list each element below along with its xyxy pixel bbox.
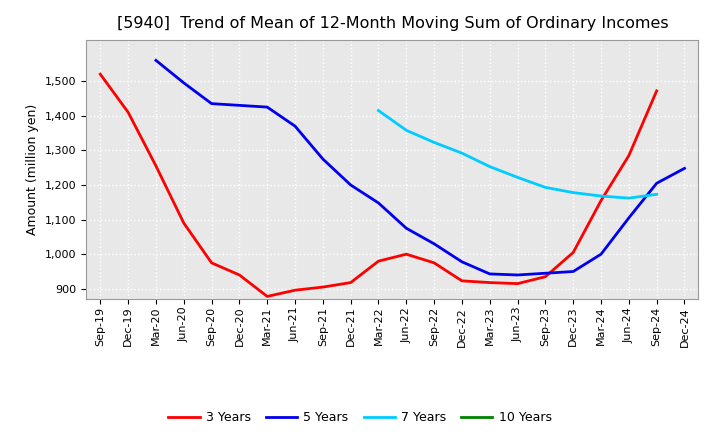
3 Years <box>263 294 271 299</box>
5 Years <box>485 271 494 277</box>
3 Years <box>458 278 467 283</box>
5 Years <box>152 58 161 63</box>
5 Years <box>458 259 467 264</box>
3 Years <box>513 281 522 286</box>
Y-axis label: Amount (million yen): Amount (million yen) <box>27 104 40 235</box>
3 Years <box>318 284 327 290</box>
3 Years <box>652 88 661 93</box>
5 Years <box>624 215 633 220</box>
3 Years <box>179 220 188 226</box>
7 Years <box>652 192 661 197</box>
7 Years <box>513 175 522 180</box>
3 Years <box>346 280 355 285</box>
3 Years <box>624 153 633 158</box>
3 Years <box>569 250 577 255</box>
3 Years <box>485 280 494 285</box>
3 Years <box>597 198 606 203</box>
7 Years <box>597 194 606 199</box>
Title: [5940]  Trend of Mean of 12-Month Moving Sum of Ordinary Incomes: [5940] Trend of Mean of 12-Month Moving … <box>117 16 668 32</box>
5 Years <box>235 103 243 108</box>
5 Years <box>263 104 271 110</box>
3 Years <box>291 288 300 293</box>
7 Years <box>374 108 383 113</box>
Line: 5 Years: 5 Years <box>156 60 685 275</box>
5 Years <box>569 269 577 274</box>
3 Years <box>374 258 383 264</box>
7 Years <box>569 190 577 195</box>
7 Years <box>458 150 467 156</box>
Line: 3 Years: 3 Years <box>100 74 657 297</box>
5 Years <box>541 271 550 276</box>
5 Years <box>318 156 327 161</box>
7 Years <box>541 185 550 190</box>
5 Years <box>402 226 410 231</box>
5 Years <box>430 241 438 246</box>
7 Years <box>624 195 633 201</box>
5 Years <box>513 272 522 278</box>
3 Years <box>541 274 550 279</box>
5 Years <box>346 182 355 187</box>
3 Years <box>124 110 132 115</box>
3 Years <box>402 252 410 257</box>
3 Years <box>152 163 161 169</box>
Legend: 3 Years, 5 Years, 7 Years, 10 Years: 3 Years, 5 Years, 7 Years, 10 Years <box>163 407 557 429</box>
7 Years <box>402 128 410 133</box>
Line: 7 Years: 7 Years <box>379 110 657 198</box>
7 Years <box>485 164 494 169</box>
3 Years <box>235 272 243 278</box>
7 Years <box>430 140 438 145</box>
5 Years <box>179 80 188 85</box>
5 Years <box>207 101 216 106</box>
5 Years <box>680 166 689 171</box>
5 Years <box>597 252 606 257</box>
5 Years <box>374 200 383 205</box>
3 Years <box>207 260 216 265</box>
5 Years <box>652 180 661 186</box>
3 Years <box>96 72 104 77</box>
3 Years <box>430 260 438 265</box>
5 Years <box>291 124 300 129</box>
